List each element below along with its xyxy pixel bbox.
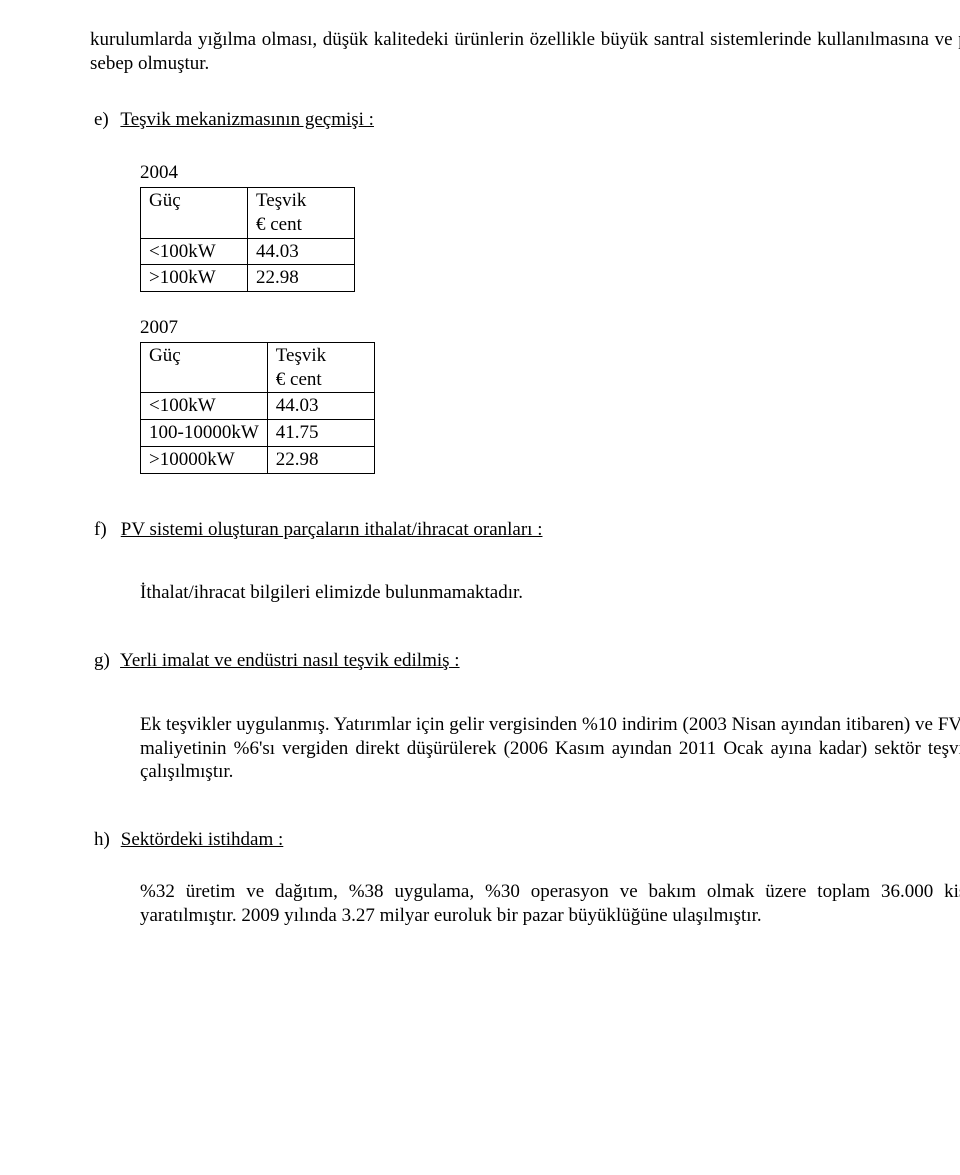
table-cell: 22.98 [267,446,374,473]
table-2007: Güç Teşvik € cent <100kW 44.03 100-10000… [140,342,375,474]
intro-paragraph: kurulumlarda yığılma olması, düşük kalit… [90,28,960,76]
table-cell: <100kW [141,238,248,265]
table-row: Güç Teşvik € cent [141,342,375,393]
table-row: <100kW 44.03 [141,393,375,420]
item-h-header: h) Sektördeki istihdam : [94,828,960,852]
table-header-col2-line1: Teşvik [256,190,306,211]
item-g-body: Ek teşvikler uygulanmış. Yatırımlar için… [140,713,960,784]
table-header-col2-line2: € cent [256,214,302,235]
table-header-col2: Teşvik € cent [248,188,355,239]
table-row: <100kW 44.03 [141,238,355,265]
item-h-body: %32 üretim ve dağıtım, %38 uygulama, %30… [140,880,960,928]
table-cell: >10000kW [141,446,268,473]
table-cell: <100kW [141,393,268,420]
table-row: >100kW 22.98 [141,265,355,292]
table-cell: 100-10000kW [141,420,268,447]
item-h-label: h) [94,828,116,852]
table-row: Güç Teşvik € cent [141,188,355,239]
item-e-title: Teşvik mekanizmasının geçmişi : [120,109,374,130]
table-cell: >100kW [141,265,248,292]
item-g-label: g) [94,649,116,673]
item-h-title: Sektördeki istihdam : [121,829,284,850]
item-e-label: e) [94,108,116,132]
item-g-title: Yerli imalat ve endüstri nasıl teşvik ed… [120,650,460,671]
table-header-col1: Güç [141,188,248,239]
table-2004: Güç Teşvik € cent <100kW 44.03 >100kW 22… [140,187,355,292]
year-2004: 2004 [140,161,960,185]
table-cell: 22.98 [248,265,355,292]
table-cell: 41.75 [267,420,374,447]
table-header-col2-line2: € cent [276,369,322,390]
table-cell: 44.03 [248,238,355,265]
table-header-col2: Teşvik € cent [267,342,374,393]
table-header-col2-line1: Teşvik [276,345,326,366]
table-cell: 44.03 [267,393,374,420]
item-f-title: PV sistemi oluşturan parçaların ithalat/… [121,519,543,540]
item-f-body: İthalat/ihracat bilgileri elimizde bulun… [140,581,960,605]
item-f-label: f) [94,518,116,542]
year-2007: 2007 [140,316,960,340]
item-f-header: f) PV sistemi oluşturan parçaların ithal… [94,518,960,542]
item-e-header: e) Teşvik mekanizmasının geçmişi : [94,108,960,132]
table-row: >10000kW 22.98 [141,446,375,473]
table-row: 100-10000kW 41.75 [141,420,375,447]
table-header-col1: Güç [141,342,268,393]
item-g-header: g) Yerli imalat ve endüstri nasıl teşvik… [94,649,960,673]
